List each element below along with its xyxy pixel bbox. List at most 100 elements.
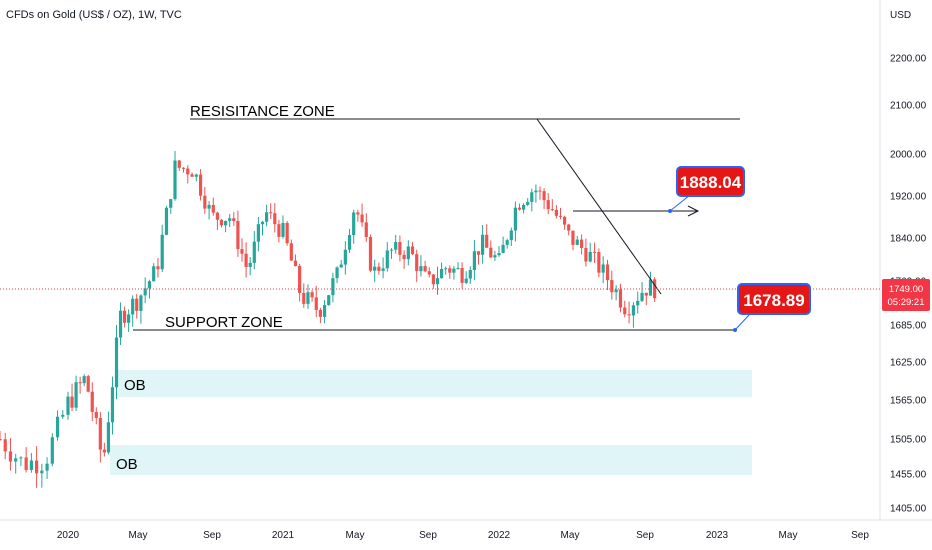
candle-body — [509, 230, 513, 241]
candle-body — [260, 221, 265, 225]
price-tick-label: 2200.00 — [890, 54, 927, 65]
candle-body — [219, 219, 224, 226]
candle-body — [456, 267, 460, 269]
candle-body — [373, 266, 377, 271]
price-tick-label: 1565.00 — [890, 396, 927, 407]
candle-body — [631, 305, 636, 316]
price-tick-label: 1625.00 — [890, 358, 927, 369]
candle-body — [406, 246, 410, 260]
candle-body — [331, 278, 335, 296]
descending-trendline[interactable] — [536, 118, 662, 295]
candle-body — [394, 242, 398, 250]
candle-body — [563, 216, 567, 225]
candle-body — [90, 391, 94, 412]
candle-body — [244, 253, 248, 267]
price-tick-label: 2100.00 — [890, 101, 927, 112]
candle-body — [156, 266, 160, 270]
candle-body — [517, 207, 522, 210]
price-tick-label: 1405.00 — [890, 504, 927, 515]
candle-body — [152, 266, 156, 282]
candle-body — [575, 239, 579, 245]
candle-body — [513, 207, 518, 231]
candle-body — [530, 192, 534, 202]
candle-body — [377, 266, 381, 271]
candle-body — [211, 204, 215, 213]
candle-body — [389, 249, 394, 251]
candle-body — [579, 239, 584, 248]
candle-body — [135, 298, 139, 311]
candle-body — [550, 209, 554, 211]
current-price-value: 1749.00 — [889, 284, 923, 295]
candle-body — [66, 396, 70, 415]
candle-body — [240, 249, 244, 254]
candle-body — [127, 314, 131, 323]
candle-body — [302, 292, 306, 304]
candle-body — [252, 241, 256, 263]
candle-body — [78, 382, 82, 384]
candle-body — [203, 195, 207, 209]
candle-body — [223, 220, 228, 226]
candle-body — [86, 376, 90, 392]
candle-body — [55, 416, 60, 438]
candle-body — [571, 230, 575, 245]
candle-body — [381, 268, 385, 271]
candle-body — [8, 451, 13, 462]
time-tick-label: Sep — [636, 530, 654, 541]
time-tick-label: Sep — [203, 530, 221, 541]
candle-body — [497, 253, 501, 256]
candle-body — [114, 337, 119, 388]
candle-body — [82, 376, 86, 384]
candle-body — [546, 200, 550, 210]
candle-body — [14, 458, 18, 462]
candle-body — [640, 292, 644, 301]
candle-body — [139, 295, 143, 311]
candle-body — [98, 418, 102, 450]
candle-body — [439, 268, 444, 279]
candle-body — [310, 292, 314, 298]
callout-1888[interactable]: 1888.04 — [668, 166, 745, 213]
callout-1678[interactable]: 1678.89 — [733, 283, 811, 332]
candle-body — [318, 309, 323, 317]
candle-body — [264, 212, 269, 222]
candle-body — [177, 160, 181, 168]
candle-body — [427, 271, 431, 275]
candle-body — [505, 240, 509, 245]
candle-body — [285, 222, 289, 244]
price-tick-label: 2000.00 — [890, 150, 927, 161]
candle-body — [269, 212, 273, 214]
candle-body — [360, 214, 364, 223]
price-countdown: 05:29:21 — [888, 297, 925, 308]
price-axis-ticks[interactable]: 2200.002100.002000.001920.001840.001760.… — [890, 54, 927, 515]
candle-body — [592, 251, 597, 253]
candle-body — [186, 168, 190, 175]
candle-body — [94, 411, 98, 419]
candle-body — [501, 244, 505, 254]
candle-body — [343, 249, 347, 265]
current-price-tag[interactable]: 1749.00 05:29:21 — [882, 279, 930, 311]
candle-body — [368, 236, 373, 271]
candle-body — [468, 269, 472, 279]
candle-body — [419, 266, 423, 272]
candle-body — [131, 298, 135, 315]
candle-body — [256, 224, 260, 242]
candle-body — [472, 251, 476, 270]
currency-label: USD — [890, 10, 911, 21]
candle-body — [614, 289, 618, 293]
candle-body — [356, 212, 360, 215]
candle-body — [435, 278, 440, 285]
candle-body — [35, 460, 39, 474]
candle-body — [542, 191, 546, 201]
target-arrow-head — [687, 205, 700, 217]
candle-body — [644, 292, 648, 296]
time-tick-label: May — [346, 530, 365, 541]
time-axis-ticks[interactable]: 2020 May Sep 2021 May Sep 2022 May Sep 2023 May Sep — [57, 530, 869, 541]
callout-1678-text: 1678.89 — [743, 291, 804, 310]
candle-body — [588, 251, 592, 262]
price-tick-label: 1920.00 — [890, 192, 927, 203]
candle-body — [423, 266, 427, 272]
candle-body — [534, 190, 538, 193]
candle-body — [281, 222, 285, 237]
candle-body — [118, 310, 123, 338]
candle-body — [452, 268, 456, 273]
